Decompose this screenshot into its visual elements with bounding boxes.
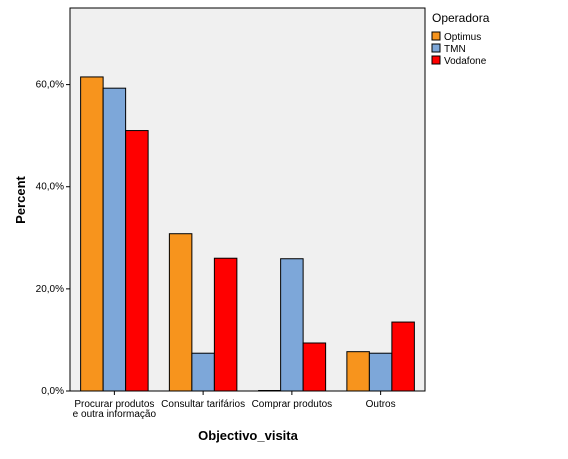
x-tick-label: Procurar produtos e outra informação (73, 399, 157, 420)
legend-title: Operadora (432, 11, 490, 25)
y-axis: 0,0% 20,0% 40,0% 60,0% (36, 80, 70, 397)
y-axis-title: Percent (13, 175, 28, 223)
bar-vodafone (391, 321, 415, 392)
bar-optimus (346, 351, 370, 392)
legend-swatch-optimus (431, 31, 441, 41)
bar-vodafone (213, 257, 238, 392)
bar-vodafone (125, 130, 149, 392)
legend-label-tmn: TMN (444, 44, 466, 55)
y-tick-label: 0,0% (41, 386, 64, 397)
x-axis: Procurar produtos e outra informação Consu… (73, 391, 396, 420)
y-tick-label: 60,0% (36, 80, 64, 91)
bars-group (80, 76, 415, 392)
x-tick-label: Consultar tarifários (161, 399, 245, 410)
bar-tmn (368, 352, 393, 392)
x-tick-label: Comprar produtos (252, 399, 333, 410)
legend-label-optimus: Optimus (444, 32, 481, 43)
y-tick-label: 20,0% (36, 284, 64, 295)
legend-label-vodafone: Vodafone (444, 56, 487, 67)
x-tick-label: Outros (366, 399, 396, 410)
bar-tmn (280, 258, 304, 392)
bar-optimus (168, 233, 193, 392)
legend-swatch-tmn (431, 43, 441, 53)
x-axis-title: Objectivo_visita (198, 428, 298, 443)
bar-vodafone (302, 342, 327, 392)
legend-swatch-vodafone (431, 55, 441, 65)
bar-optimus (80, 76, 104, 392)
y-tick-label: 40,0% (36, 182, 64, 193)
bar-tmn (102, 87, 127, 392)
bar-tmn (191, 352, 215, 392)
